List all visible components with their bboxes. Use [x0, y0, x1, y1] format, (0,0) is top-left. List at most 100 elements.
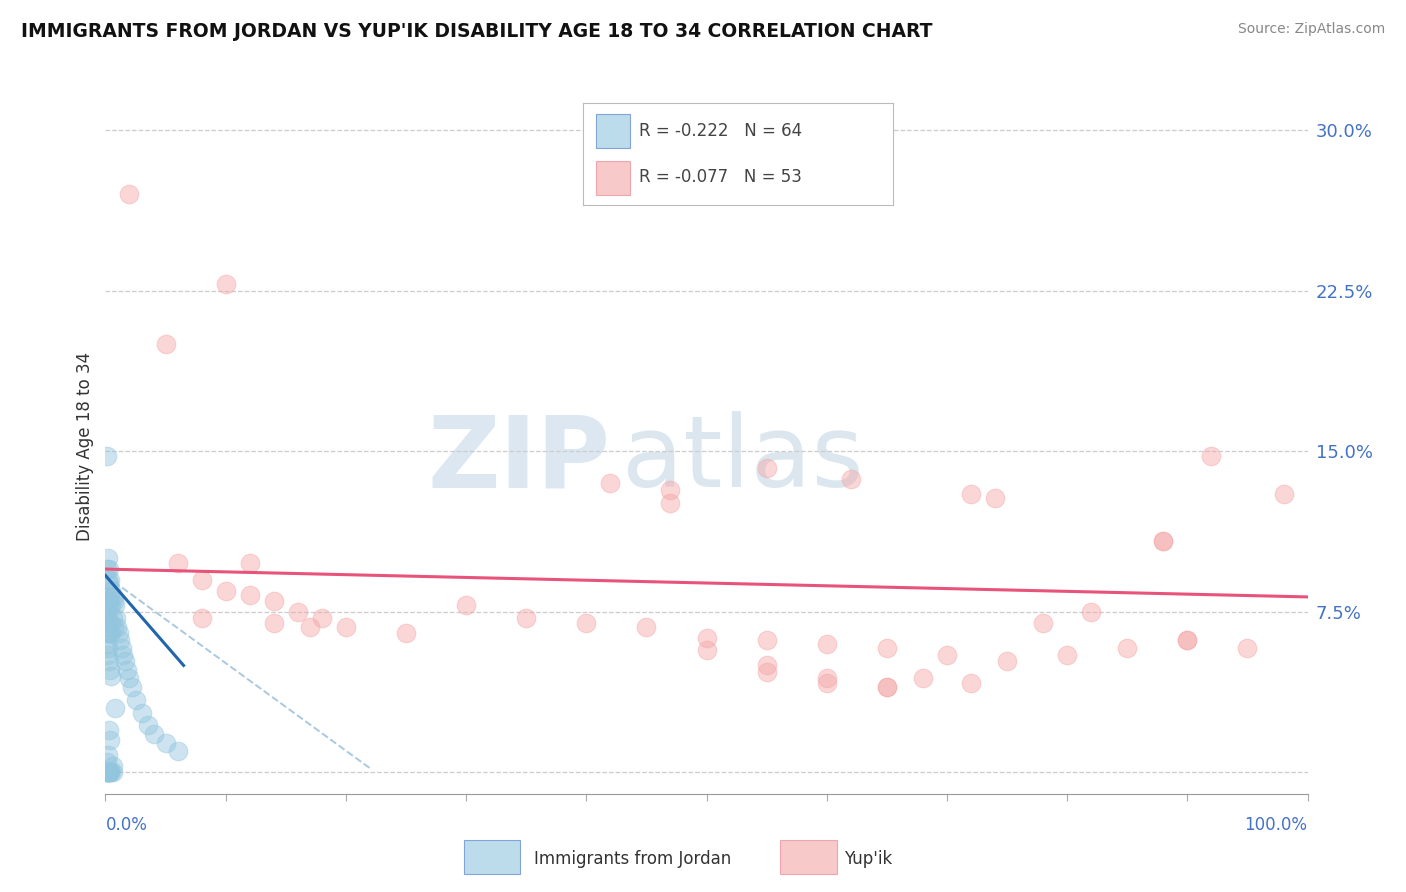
Point [815, 675, 838, 690]
Text: R = -0.077   N = 53: R = -0.077 N = 53 [640, 168, 801, 186]
Point [755, 461, 778, 475]
Point [335, 620, 357, 634]
Point [815, 637, 838, 651]
Point [1236, 641, 1258, 656]
Point [101, 590, 124, 604]
Point [936, 648, 959, 662]
Text: Yup'ik: Yup'ik [844, 850, 891, 868]
Point [142, 727, 165, 741]
Point [636, 620, 658, 634]
Point [166, 556, 188, 570]
Point [96, 562, 118, 576]
Point [166, 744, 188, 758]
Text: Immigrants from Jordan: Immigrants from Jordan [534, 850, 731, 868]
Point [1152, 534, 1174, 549]
Point [659, 496, 682, 510]
Point [98, 765, 121, 780]
Point [97, 594, 120, 608]
Point [755, 632, 778, 647]
Point [155, 337, 177, 351]
Point [101, 765, 124, 780]
Point [815, 671, 838, 685]
Point [96, 626, 118, 640]
Point [96, 449, 118, 463]
Text: Source: ZipAtlas.com: Source: ZipAtlas.com [1237, 22, 1385, 37]
Point [984, 491, 1007, 506]
Point [96, 765, 118, 780]
Point [97, 641, 120, 656]
Point [131, 706, 153, 720]
Point [121, 680, 143, 694]
Point [118, 671, 141, 685]
Point [1032, 615, 1054, 630]
Point [1175, 632, 1198, 647]
Point [190, 611, 212, 625]
Point [98, 765, 121, 780]
Point [96, 605, 118, 619]
Text: R = -0.222   N = 64: R = -0.222 N = 64 [640, 122, 803, 140]
Point [190, 573, 212, 587]
Point [239, 556, 262, 570]
Point [995, 654, 1018, 668]
Point [98, 733, 121, 747]
Point [107, 620, 129, 634]
Point [96, 615, 118, 630]
Point [115, 663, 138, 677]
Point [755, 658, 778, 673]
Point [155, 735, 177, 749]
Point [1175, 632, 1198, 647]
Point [101, 759, 124, 773]
Point [659, 483, 682, 497]
Point [100, 669, 122, 683]
Point [755, 665, 778, 679]
Point [98, 654, 121, 668]
Point [97, 748, 120, 763]
Point [1116, 641, 1139, 656]
Point [98, 723, 121, 737]
Point [103, 620, 125, 634]
Point [1152, 534, 1174, 549]
Point [1080, 605, 1102, 619]
Point [97, 626, 120, 640]
Point [98, 765, 121, 780]
Point [108, 632, 131, 647]
Point [98, 615, 121, 630]
Point [124, 692, 146, 706]
Point [97, 765, 120, 780]
Point [98, 626, 121, 640]
Point [839, 472, 862, 486]
Point [96, 590, 118, 604]
Point [98, 577, 121, 591]
Text: ZIP: ZIP [427, 411, 610, 508]
Point [696, 631, 718, 645]
Point [876, 641, 898, 656]
Point [100, 583, 122, 598]
Point [1201, 449, 1223, 463]
Text: IMMIGRANTS FROM JORDAN VS YUP'IK DISABILITY AGE 18 TO 34 CORRELATION CHART: IMMIGRANTS FROM JORDAN VS YUP'IK DISABIL… [21, 22, 932, 41]
Point [96, 755, 118, 769]
Point [97, 611, 120, 625]
Point [263, 615, 285, 630]
Point [107, 626, 129, 640]
Point [98, 562, 121, 576]
Point [960, 487, 983, 501]
Point [112, 648, 135, 662]
Point [239, 588, 262, 602]
Point [876, 680, 898, 694]
Text: 0.0%: 0.0% [105, 816, 148, 834]
Y-axis label: Disability Age 18 to 34: Disability Age 18 to 34 [76, 351, 94, 541]
Point [100, 765, 122, 780]
Point [214, 583, 236, 598]
Point [111, 641, 134, 656]
Point [96, 637, 118, 651]
Point [1272, 487, 1295, 501]
Point [118, 187, 141, 202]
Point [575, 615, 598, 630]
Point [97, 765, 120, 780]
Point [100, 599, 122, 613]
Bar [596, 114, 630, 148]
Point [96, 765, 118, 780]
Point [104, 701, 127, 715]
Point [136, 718, 159, 732]
Point [298, 620, 321, 634]
